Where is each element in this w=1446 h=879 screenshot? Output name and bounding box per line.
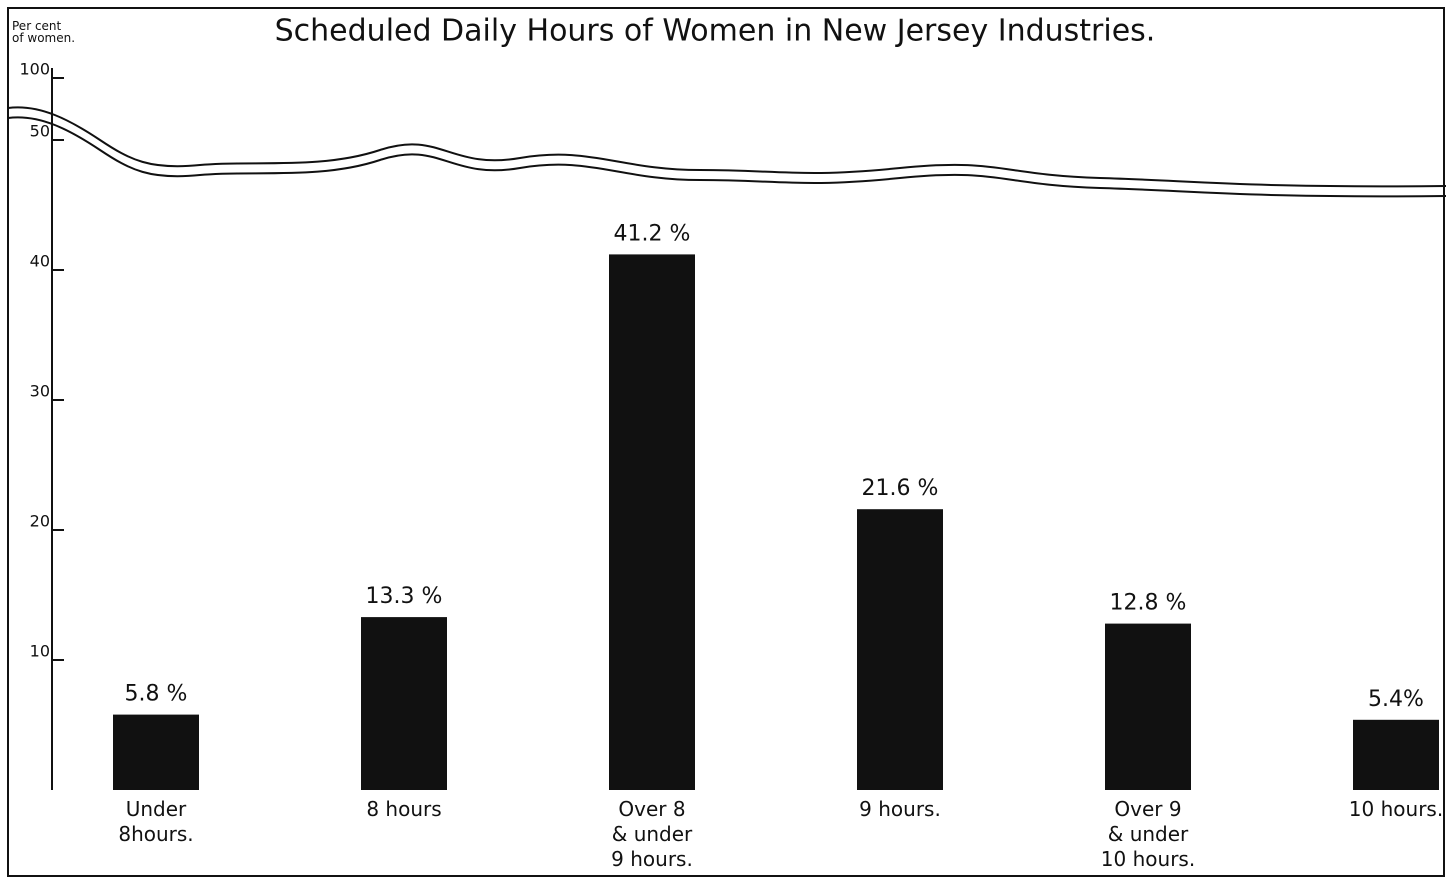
y-tick-label: 50 xyxy=(30,122,50,141)
y-tick-label: 10 xyxy=(30,642,50,661)
chart-title: Scheduled Daily Hours of Women in New Je… xyxy=(275,14,1156,49)
frame xyxy=(7,7,1445,877)
x-tick-label: 10 hours. xyxy=(1348,797,1444,821)
bar xyxy=(609,254,695,790)
value-label: 41.2 % xyxy=(614,221,691,246)
bar xyxy=(1353,719,1439,790)
x-tick-label: 9 hours. xyxy=(859,797,941,821)
bar xyxy=(1105,623,1191,790)
x-tick-label: Over 8 & under 9 hours. xyxy=(611,797,693,871)
value-label: 5.4% xyxy=(1368,687,1424,712)
y-tick-label: 20 xyxy=(30,512,50,531)
value-label: 13.3 % xyxy=(366,584,443,609)
break-line xyxy=(7,106,1446,188)
bar xyxy=(113,714,199,790)
y-tick-label: 40 xyxy=(30,252,50,271)
value-label: 5.8 % xyxy=(125,682,188,707)
x-tick-label: Under 8hours. xyxy=(118,797,194,846)
bar xyxy=(857,509,943,790)
break-line xyxy=(7,116,1446,198)
bar xyxy=(361,617,447,790)
y-axis-label: Per cent of women. xyxy=(12,19,76,45)
y-tick-label: 30 xyxy=(30,382,50,401)
x-tick-label: Over 9 & under 10 hours. xyxy=(1100,797,1196,871)
y-tick-label: 100 xyxy=(19,60,50,79)
x-tick-label: 8 hours xyxy=(366,797,442,821)
value-label: 21.6 % xyxy=(862,476,939,501)
value-label: 12.8 % xyxy=(1110,591,1187,616)
